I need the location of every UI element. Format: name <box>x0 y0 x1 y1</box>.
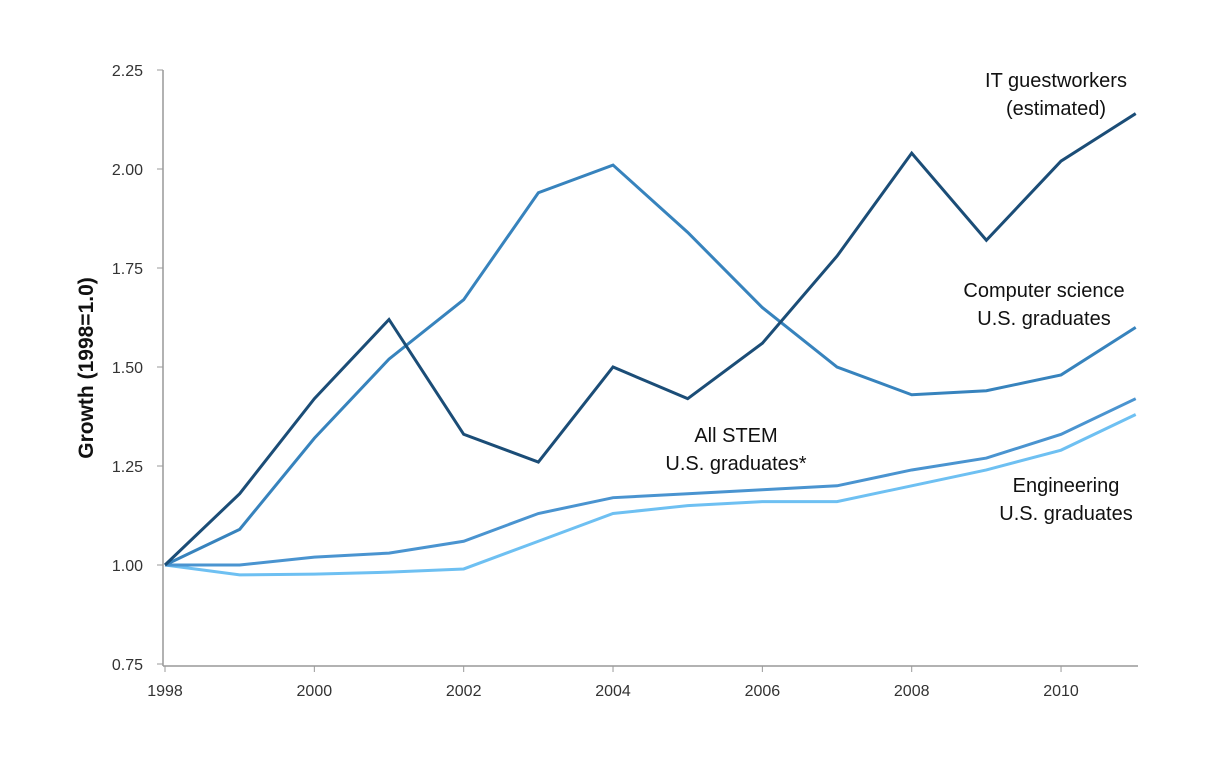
y-tick-label: 2.00 <box>112 162 143 179</box>
series-computer-science-label: U.S. graduates <box>977 308 1110 330</box>
x-tick-label: 2008 <box>894 683 930 700</box>
y-tick-label: 1.75 <box>112 261 143 278</box>
x-tick-label: 1998 <box>147 683 183 700</box>
series-engineering-line <box>164 413 1137 577</box>
x-tick-label: 2004 <box>595 683 631 700</box>
series-engineering-label: U.S. graduates <box>999 503 1132 525</box>
y-axis-label: Growth (1998=1.0) <box>75 277 98 458</box>
y-tick-label: 1.25 <box>112 459 143 476</box>
y-tick-label: 1.50 <box>112 360 143 377</box>
series-it-guestworkers-line <box>163 112 1137 567</box>
series-all-stem-line <box>165 397 1137 567</box>
x-tick-label: 2010 <box>1043 683 1079 700</box>
series-engineering-label: Engineering <box>1013 475 1120 497</box>
series-it-guestworkers-label: IT guestworkers <box>985 70 1127 92</box>
x-tick-label: 2002 <box>446 683 482 700</box>
series-all-stem-label: All STEM <box>694 425 777 447</box>
y-tick-label: 0.75 <box>112 657 143 674</box>
series-computer-science-line <box>164 163 1137 567</box>
y-tick-label: 2.25 <box>112 63 143 80</box>
x-tick-label: 2000 <box>297 683 333 700</box>
axes <box>162 70 1138 667</box>
series-all-stem-label: U.S. graduates* <box>665 453 806 475</box>
y-tick-label: 1.00 <box>112 558 143 575</box>
series-it-guestworkers-label: (estimated) <box>1006 98 1106 120</box>
x-tick-label: 2006 <box>745 683 781 700</box>
series-computer-science-label: Computer science <box>963 280 1124 302</box>
